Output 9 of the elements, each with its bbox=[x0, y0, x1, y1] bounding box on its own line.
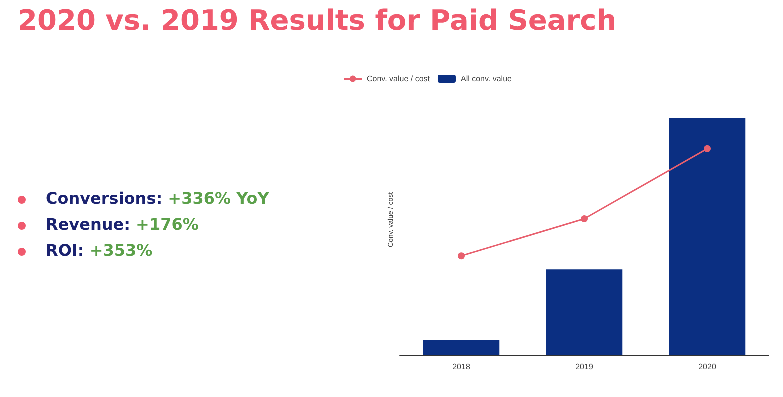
x-tick-label: 2019 bbox=[576, 362, 594, 372]
text: Revenue: +176% bbox=[46, 215, 199, 234]
chart-title: 2020 vs. 2019 Results for Paid Search bbox=[18, 4, 617, 37]
x-tick-label: 2020 bbox=[698, 362, 717, 372]
legend-label: All conv. value bbox=[460, 74, 513, 84]
x-tick-label: 2018 bbox=[452, 362, 471, 372]
text: ROI: +353% bbox=[46, 241, 153, 260]
text: Conversions: +336% YoY bbox=[46, 189, 270, 208]
legend-label: Conv. value / cost bbox=[367, 74, 431, 84]
